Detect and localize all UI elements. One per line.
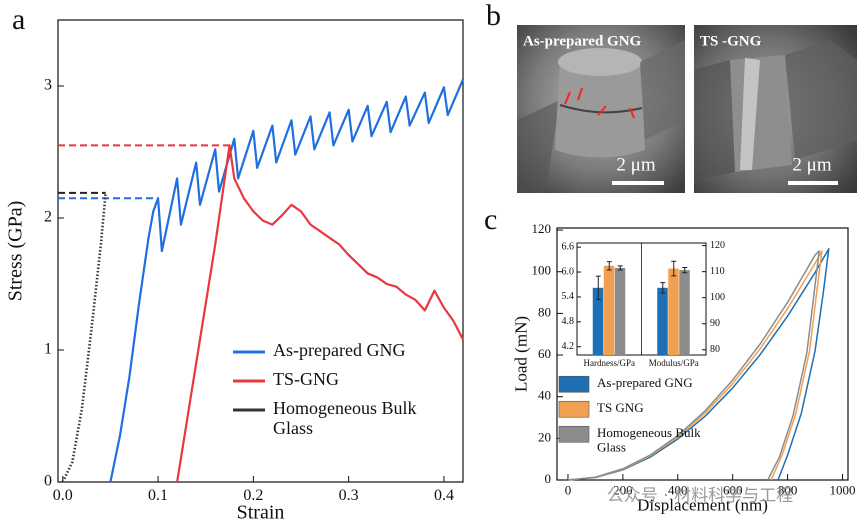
panel-label: b — [486, 0, 501, 32]
y-tick-label: 100 — [532, 263, 552, 278]
bar — [679, 270, 690, 355]
legend-swatch — [558, 400, 590, 418]
error-bar — [606, 261, 612, 271]
y-tick-label: 6.0 — [562, 266, 575, 277]
sem-image: TS -GNG 2 μm — [694, 25, 857, 193]
charts: 0.0 0.1 0.2 0.3 0.4 0 1 2 3 Strain Stress (GPa) As-… — [4, 19, 856, 524]
x-tick-label: 400 — [668, 483, 688, 498]
y-tick-label: 6.6 — [562, 241, 575, 252]
bar — [614, 267, 626, 355]
text-line: Homogeneous Bulk — [273, 398, 417, 418]
error-bar — [595, 275, 601, 300]
y2-tick-label: 120 — [710, 240, 725, 251]
error-bar — [682, 266, 688, 274]
y-tick-label: 20 — [538, 429, 551, 444]
y-tick-label: 4.2 — [562, 341, 575, 352]
panel-label: a — [12, 3, 25, 36]
scale-bar-label: 2 μm — [792, 154, 831, 175]
text-line: Glass — [597, 440, 626, 455]
y2-tick-label: 90 — [710, 318, 720, 329]
watermark: 公众号 · 材料科学与工程 — [607, 486, 793, 506]
legend-label: TS GNG — [597, 400, 644, 415]
bar — [592, 287, 604, 355]
y-tick-label: 2 — [44, 209, 52, 226]
legend-swatch — [558, 425, 590, 443]
x-tick-label: 600 — [723, 483, 743, 498]
x-tick-label: 0.0 — [53, 487, 73, 504]
y-tick-label: 3 — [44, 77, 52, 94]
image-label: TS -GNG — [700, 33, 762, 49]
data-line — [176, 144, 464, 483]
plot-frame — [57, 19, 464, 483]
text-line: Homogeneous Bulk — [597, 425, 701, 440]
scale-bar — [788, 181, 838, 185]
y-tick-label: 120 — [532, 221, 552, 236]
x-tick-label: 1000 — [830, 483, 856, 498]
data-line — [109, 78, 465, 483]
x-tick-label: Modulus/GPa — [649, 358, 699, 368]
data-line — [61, 192, 107, 483]
x-tick-label: 200 — [613, 483, 633, 498]
bar — [657, 287, 668, 355]
x-axis-label: Strain — [237, 502, 285, 524]
plot-frame — [556, 227, 849, 481]
scale-bar-label: 2 μm — [616, 154, 655, 175]
x-tick-label: 0.4 — [434, 487, 454, 504]
scale-bar — [612, 181, 664, 185]
data-line — [567, 248, 830, 481]
y-tick-label: 40 — [538, 388, 551, 403]
y-tick-label: 1 — [44, 341, 52, 358]
error-bar — [660, 282, 666, 294]
y-tick-label: 4.8 — [562, 316, 575, 327]
y-tick-label: 0 — [44, 473, 52, 490]
legend-label: As-prepared GNG — [273, 340, 405, 360]
x-tick-label: Hardness/GPa — [584, 358, 636, 368]
y-axis-label: Stress (GPa) — [4, 201, 26, 302]
y2-tick-label: 110 — [710, 266, 725, 277]
y-tick-label: 80 — [538, 304, 551, 319]
x-tick-label: 800 — [778, 483, 798, 498]
sem-image: As-prepared GNG 2 μm — [517, 25, 685, 193]
x-axis-label: Displacement (nm) — [637, 496, 768, 515]
y2-tick-label: 100 — [710, 292, 725, 303]
error-bar — [617, 265, 623, 271]
data-line — [567, 250, 820, 481]
panel-label: c — [484, 203, 497, 236]
y-tick-label: 5.4 — [562, 291, 575, 302]
legend-label: Homogeneous Bulk Glass — [597, 425, 701, 454]
legend-label: Homogeneous Bulk Glass — [273, 398, 417, 438]
legend-label: TS-GNG — [273, 369, 339, 389]
y2-tick-label: 80 — [710, 344, 720, 355]
x-tick-label: 0.2 — [243, 487, 263, 504]
bar — [668, 268, 679, 355]
x-tick-label: 0.1 — [148, 487, 168, 504]
bar — [603, 265, 615, 355]
image-label: As-prepared GNG — [523, 33, 642, 49]
x-tick-label: 0 — [565, 483, 572, 498]
error-bar — [671, 260, 677, 277]
y-tick-label: 0 — [545, 471, 552, 486]
legend-label: As-prepared GNG — [597, 375, 693, 390]
legend-swatch — [558, 375, 590, 393]
y-axis-label: Load (mN) — [511, 316, 530, 392]
text-line: Glass — [273, 418, 313, 438]
y-tick-label: 60 — [538, 346, 551, 361]
x-tick-label: 0.3 — [339, 487, 359, 504]
